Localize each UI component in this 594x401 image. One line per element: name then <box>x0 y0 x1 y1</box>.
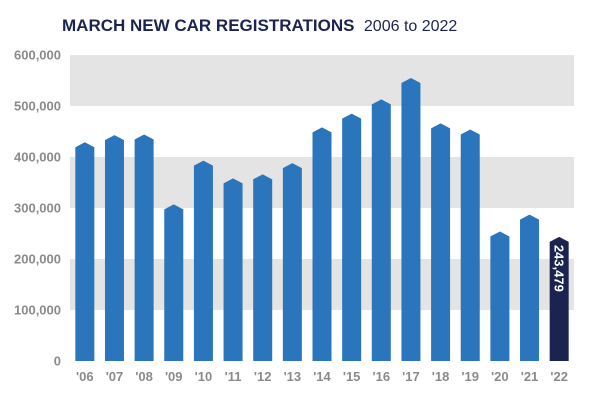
x-tick-label: '21 <box>521 369 539 384</box>
bar-11 <box>401 77 421 361</box>
bar-15 <box>520 214 540 361</box>
x-tick-label: '13 <box>284 369 302 384</box>
bar-14 <box>490 231 510 361</box>
bar-9 <box>342 113 362 362</box>
x-axis-labels: '06 '07 '08 '09 '10 '11 '12 '13 '14 '15 '16 '17 '18 '… <box>76 369 568 384</box>
x-tick-label: '22 <box>550 369 568 384</box>
y-tick-label: 100,000 <box>14 303 61 318</box>
x-tick-label: '19 <box>461 369 479 384</box>
x-tick-label: '10 <box>195 369 213 384</box>
bar-10 <box>371 99 391 362</box>
bar-1 <box>104 135 124 361</box>
chart-title: MARCH NEW CAR REGISTRATIONS 2006 to 2022 <box>62 16 457 35</box>
bar-8 <box>312 127 332 361</box>
y-tick-label: 400,000 <box>14 150 61 165</box>
x-tick-label: '07 <box>106 369 124 384</box>
x-tick-label: '08 <box>135 369 153 384</box>
bars <box>75 77 569 362</box>
x-tick-label: '09 <box>165 369 183 384</box>
grid-band <box>70 55 574 106</box>
data-labels: 243,479 <box>552 245 567 292</box>
bar-13 <box>460 129 480 361</box>
bar-4 <box>193 160 213 361</box>
data-label: 243,479 <box>552 245 567 292</box>
y-tick-label: 500,000 <box>14 99 61 114</box>
x-tick-label: '15 <box>343 369 361 384</box>
bar-3 <box>164 204 184 361</box>
x-tick-label: '20 <box>491 369 509 384</box>
x-tick-label: '16 <box>373 369 391 384</box>
bar-7 <box>282 163 302 361</box>
y-tick-label: 300,000 <box>14 201 61 216</box>
x-tick-label: '17 <box>402 369 420 384</box>
bar-6 <box>253 174 273 361</box>
y-tick-label: 600,000 <box>14 48 61 63</box>
x-tick-label: '12 <box>254 369 272 384</box>
x-tick-label: '14 <box>313 369 331 384</box>
chart-subtitle: 2006 to 2022 <box>364 18 458 35</box>
bar-16 <box>549 236 569 361</box>
chart-title-main: MARCH NEW CAR REGISTRATIONS <box>62 16 354 35</box>
y-axis-ticks: 0 100,000 200,000 300,000 400,000 500,000 600,… <box>14 48 61 369</box>
x-tick-label: '11 <box>225 369 242 384</box>
bar-2 <box>134 134 154 361</box>
bar-0 <box>75 142 95 361</box>
x-tick-label: '18 <box>432 369 450 384</box>
bar-5 <box>223 178 243 361</box>
x-tick-label: '06 <box>76 369 94 384</box>
bar-12 <box>431 123 451 361</box>
y-tick-label: 0 <box>54 354 61 369</box>
y-tick-label: 200,000 <box>14 252 61 267</box>
